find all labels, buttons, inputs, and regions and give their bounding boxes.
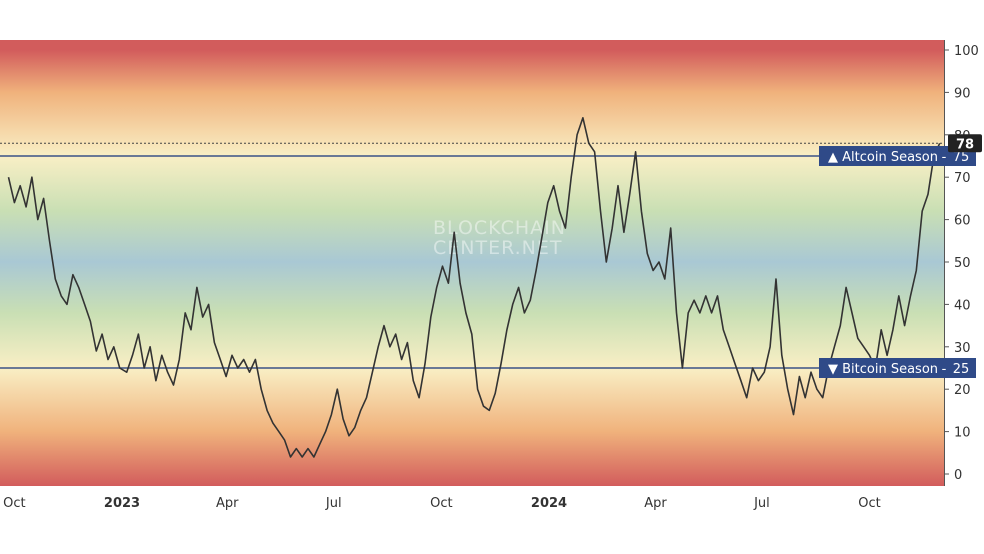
- current-value-box: [948, 134, 982, 153]
- x-tick-label: Oct: [430, 496, 452, 511]
- x-tick-label: Oct: [3, 496, 25, 511]
- x-tick-label: 2023: [104, 496, 140, 511]
- current-value-badge: 78: [948, 134, 982, 153]
- threshold-box-1: [819, 358, 976, 378]
- x-axis: Oct 2023 Apr Jul Oct 2024 Apr Jul Oct: [3, 496, 881, 511]
- y-tick-label: 100: [954, 44, 979, 59]
- watermark-line-2: CENTER.NET: [433, 237, 562, 259]
- threshold-separator-1: -: [942, 362, 947, 377]
- x-tick-label: Apr: [644, 496, 667, 511]
- threshold-value-0: 75: [953, 150, 970, 165]
- plot-background: [0, 40, 944, 486]
- y-tick-label: 50: [954, 256, 971, 271]
- y-tick-label: 40: [954, 298, 971, 313]
- y-tick-label: 90: [954, 86, 971, 101]
- y-tick-label: 10: [954, 426, 971, 441]
- watermark: BLOCKCHAIN CENTER.NET: [433, 217, 566, 259]
- threshold-value-1: 25: [953, 362, 970, 377]
- threshold-separator-0: -: [942, 150, 947, 165]
- threshold-name-0: ▲ Altcoin Season: [828, 150, 938, 165]
- y-tick-label: 20: [954, 383, 971, 398]
- threshold-name-1: ▼ Bitcoin Season: [828, 362, 938, 377]
- series-line: [7, 117, 941, 458]
- x-tick-label: Apr: [216, 496, 239, 511]
- threshold-badge-0: ▲ Altcoin Season -75: [819, 146, 976, 166]
- threshold-badge-1: ▼ Bitcoin Season -25: [819, 358, 976, 378]
- y-tick-label: 30: [954, 341, 971, 356]
- threshold-lines: [0, 155, 944, 369]
- x-tick-label: Oct: [858, 496, 880, 511]
- y-axis: 0102030405060708090100: [944, 44, 979, 483]
- y-tick-label: 60: [954, 214, 971, 229]
- threshold-labels: ▲ Altcoin Season -75▼ Bitcoin Season -25: [819, 146, 976, 378]
- y-tick-label: 0: [954, 468, 962, 483]
- watermark-line-1: BLOCKCHAIN: [433, 217, 566, 239]
- x-tick-label: Jul: [753, 496, 770, 511]
- y-tick-label: 70: [954, 171, 971, 186]
- x-tick-label: 2024: [531, 496, 567, 511]
- threshold-box-0: [819, 146, 976, 166]
- x-tick-label: Jul: [325, 496, 342, 511]
- current-value-label: 78: [956, 137, 974, 152]
